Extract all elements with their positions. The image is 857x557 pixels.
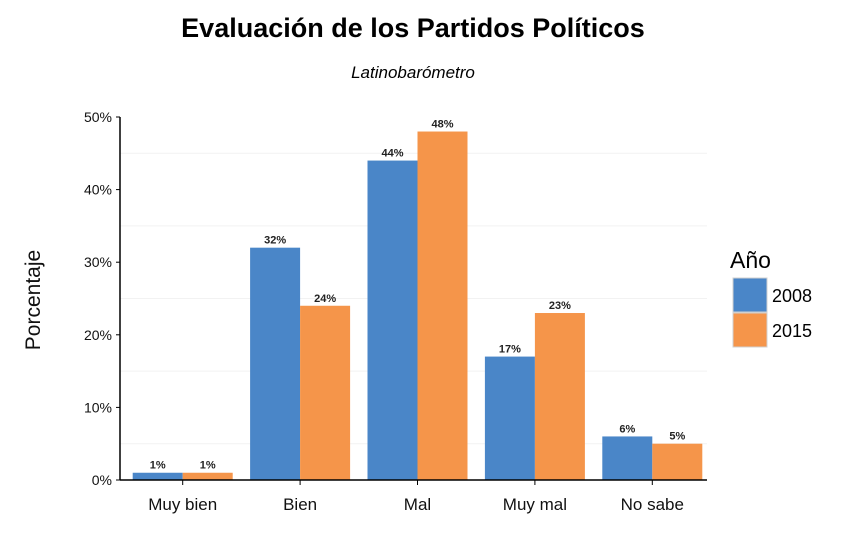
legend-swatch-2008 [732, 277, 768, 313]
x-ticks: Muy bien Bien Mal Muy mal No sabe [148, 480, 684, 514]
y-tick-label: 40% [84, 182, 112, 198]
data-label: 17% [499, 344, 521, 356]
chart-title: Evaluación de los Partidos Políticos [181, 13, 645, 43]
data-labels: 1% 32% 44% 17% 6% 1% 24% 48% 23% 5% [150, 119, 686, 472]
bar-2008-2 [367, 160, 418, 480]
bars [132, 131, 703, 480]
legend-title: Año [730, 247, 771, 273]
data-label: 1% [200, 460, 216, 472]
bar-2008-1 [250, 247, 301, 480]
legend: Año 2008 2015 [730, 247, 812, 348]
y-tick-label: 20% [84, 327, 112, 343]
bar-2008-0 [132, 472, 183, 480]
x-tick-label: Muy mal [503, 495, 567, 514]
data-label: 1% [150, 460, 166, 472]
data-label: 44% [381, 148, 403, 160]
data-label: 5% [669, 431, 685, 443]
bar-2015-0 [182, 472, 233, 480]
legend-label-2015: 2015 [772, 321, 812, 341]
bar-2008-4 [602, 436, 653, 480]
bar-2015-3 [534, 313, 585, 480]
legend-swatch-2015 [732, 312, 768, 348]
bar-2015-2 [417, 131, 468, 480]
y-axis-label: Porcentaje [22, 250, 45, 350]
x-tick-label: No sabe [621, 495, 684, 514]
bar-2015-1 [300, 305, 351, 480]
data-label: 32% [264, 235, 286, 247]
data-label: 24% [314, 293, 336, 305]
y-tick-label: 30% [84, 254, 112, 270]
x-tick-label: Mal [404, 495, 431, 514]
axes [119, 117, 707, 481]
data-label: 6% [619, 423, 635, 435]
legend-label-2008: 2008 [772, 286, 812, 306]
y-tick-label: 50% [84, 109, 112, 125]
data-label: 48% [431, 119, 453, 131]
x-tick-label: Muy bien [148, 495, 217, 514]
y-ticks: 0% 10% 20% 30% 40% 50% [84, 109, 120, 488]
x-tick-label: Bien [283, 495, 317, 514]
bar-2015-4 [652, 443, 703, 480]
y-tick-label: 10% [84, 399, 112, 415]
bar-2008-3 [484, 356, 535, 480]
data-label: 23% [549, 300, 571, 312]
y-tick-label: 0% [92, 472, 112, 488]
chart-subtitle: Latinobarómetro [351, 63, 475, 82]
